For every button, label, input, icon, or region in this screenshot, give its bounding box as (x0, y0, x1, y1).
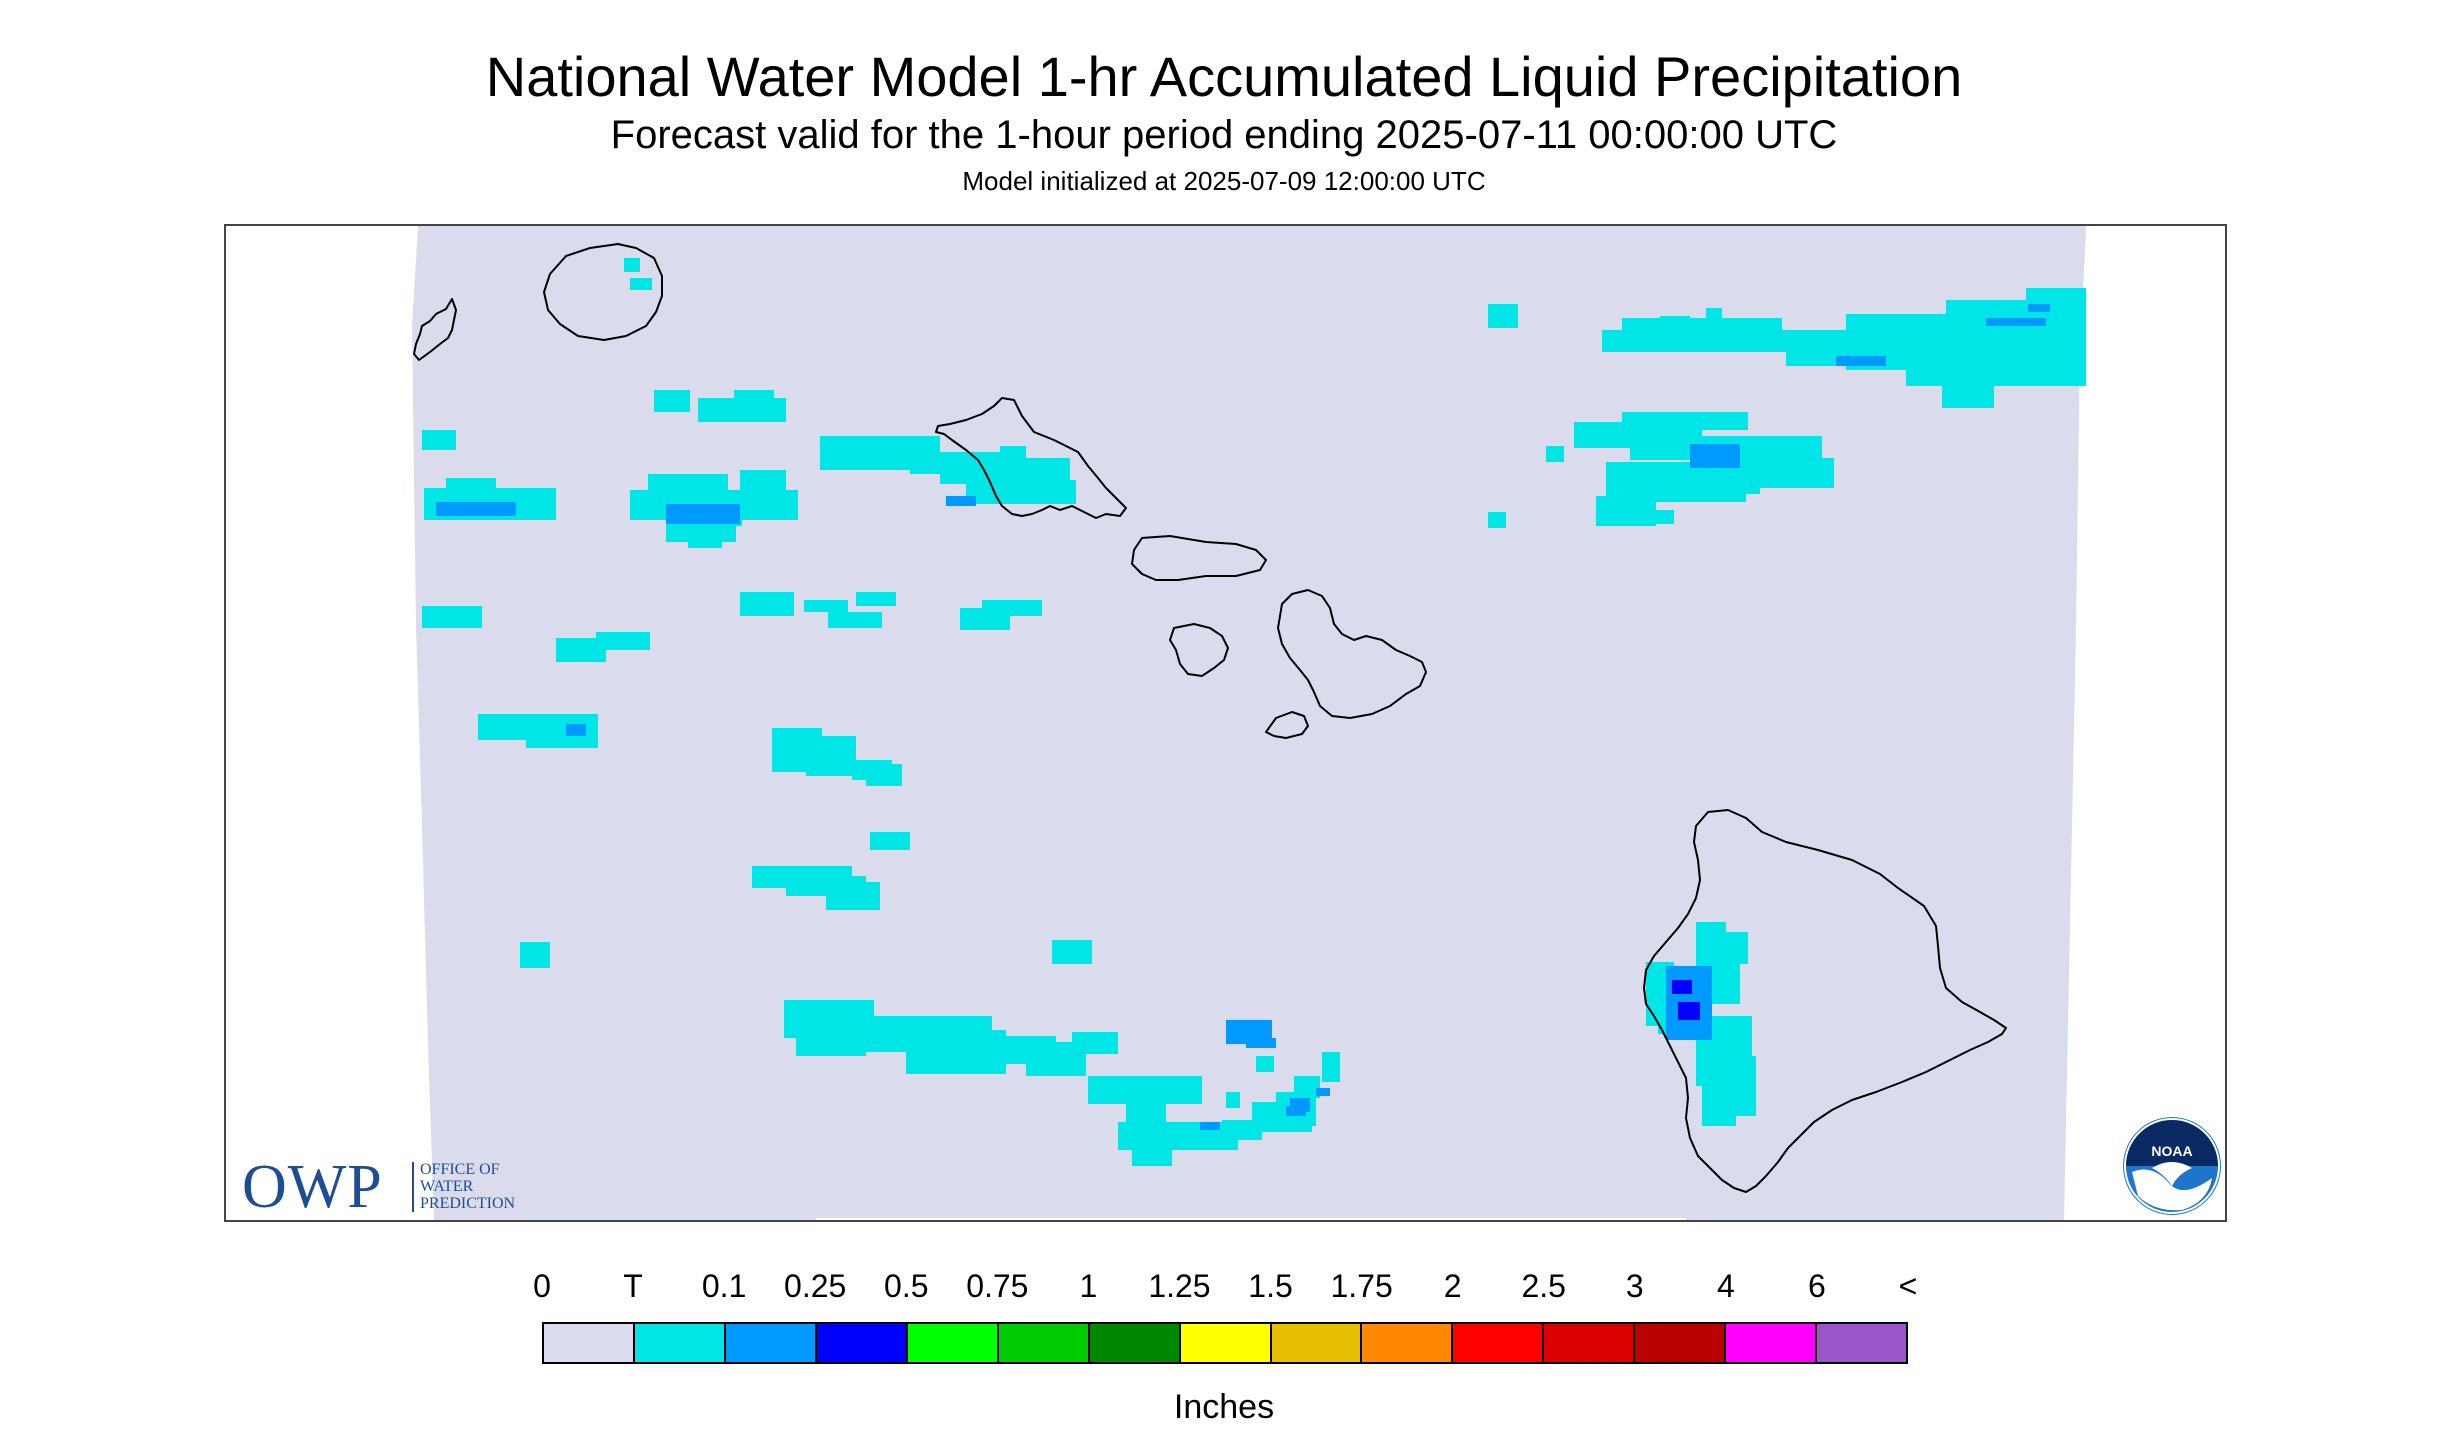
model-domain (412, 226, 2086, 1220)
legend-color-box (544, 1324, 635, 1362)
legend-label: 1 (1079, 1268, 1098, 1304)
owp-divider (412, 1162, 414, 1212)
forecast-valid-subtitle: Forecast valid for the 1-hour period end… (610, 113, 1838, 157)
legend-color-box (1271, 1324, 1363, 1362)
niihau-coast (413, 298, 457, 361)
molokai-coast (1131, 535, 1267, 581)
moderate-precip-cells (1672, 980, 1700, 1020)
legend-label: 3 (1625, 1268, 1644, 1304)
legend-label: 0.25 (784, 1268, 847, 1304)
legend-color-box (1089, 1324, 1181, 1362)
legend-color-box (998, 1324, 1090, 1362)
legend-label: 0 (533, 1268, 551, 1304)
legend-color-box (725, 1324, 817, 1362)
kahoolawe-coast (1265, 711, 1309, 739)
noaa-logo: NOAA (2123, 1117, 2221, 1215)
legend-label: 1.25 (1148, 1268, 1211, 1304)
trace-precip-cells (422, 258, 2086, 1166)
legend-units: Inches (1173, 1388, 1275, 1426)
owp-mark: OWP (242, 1153, 383, 1221)
legend-color-box (634, 1324, 726, 1362)
legend-label: 2 (1443, 1268, 1462, 1304)
legend-color-box (1544, 1324, 1636, 1362)
maui-coast (1277, 589, 1427, 719)
legend-color-box (907, 1324, 999, 1362)
legend-label: 1.5 (1248, 1268, 1293, 1304)
owp-line-1: OFFICE OF (420, 1161, 500, 1178)
legend-color-box (1362, 1324, 1454, 1362)
legend-label: T (623, 1268, 643, 1304)
hawaii-coast (1643, 809, 2007, 1193)
legend-color-box (1635, 1324, 1727, 1362)
map-title: National Water Model 1-hr Accumulated Li… (485, 45, 1963, 108)
legend-label: 2.5 (1521, 1268, 1566, 1304)
model-init-line: Model initialized at 2025-07-09 12:00:00… (962, 166, 1486, 196)
legend-labels: 0 T 0.1 0.25 0.5 0.75 1 1.25 1.5 1.75 2 2.5 3 4 6 < (0, 1268, 2448, 1308)
legend-color-bar (542, 1322, 1908, 1364)
precipitation-map (412, 226, 2086, 1220)
legend-label: 4 (1716, 1268, 1735, 1304)
owp-logo: OWP OFFICE OF WATER PREDICTION (242, 1153, 562, 1221)
legend-label: 1.75 (1330, 1268, 1393, 1304)
kauai-coast (543, 243, 663, 341)
oahu-coast (935, 397, 1127, 519)
owp-line-3: PREDICTION (420, 1195, 516, 1212)
legend-label: 0.1 (701, 1268, 747, 1304)
lanai-coast (1169, 623, 1229, 677)
legend-color-box (1817, 1324, 1907, 1362)
legend-label: 0.5 (884, 1268, 929, 1304)
legend-color-box (1453, 1324, 1545, 1362)
legend-label: 6 (1808, 1268, 1826, 1304)
noaa-mark: NOAA (2151, 1143, 2192, 1159)
legend-color-box (1180, 1324, 1272, 1362)
map-frame: OWP OFFICE OF WATER PREDICTION NOAA (224, 224, 2227, 1222)
light-precip-cells (436, 304, 2050, 1130)
legend-label: 0.75 (966, 1268, 1029, 1304)
legend-color-box (816, 1324, 908, 1362)
legend-label: < (1898, 1268, 1918, 1304)
owp-line-2: WATER (420, 1178, 474, 1195)
legend-color-box (1726, 1324, 1818, 1362)
coastlines (413, 243, 2007, 1193)
